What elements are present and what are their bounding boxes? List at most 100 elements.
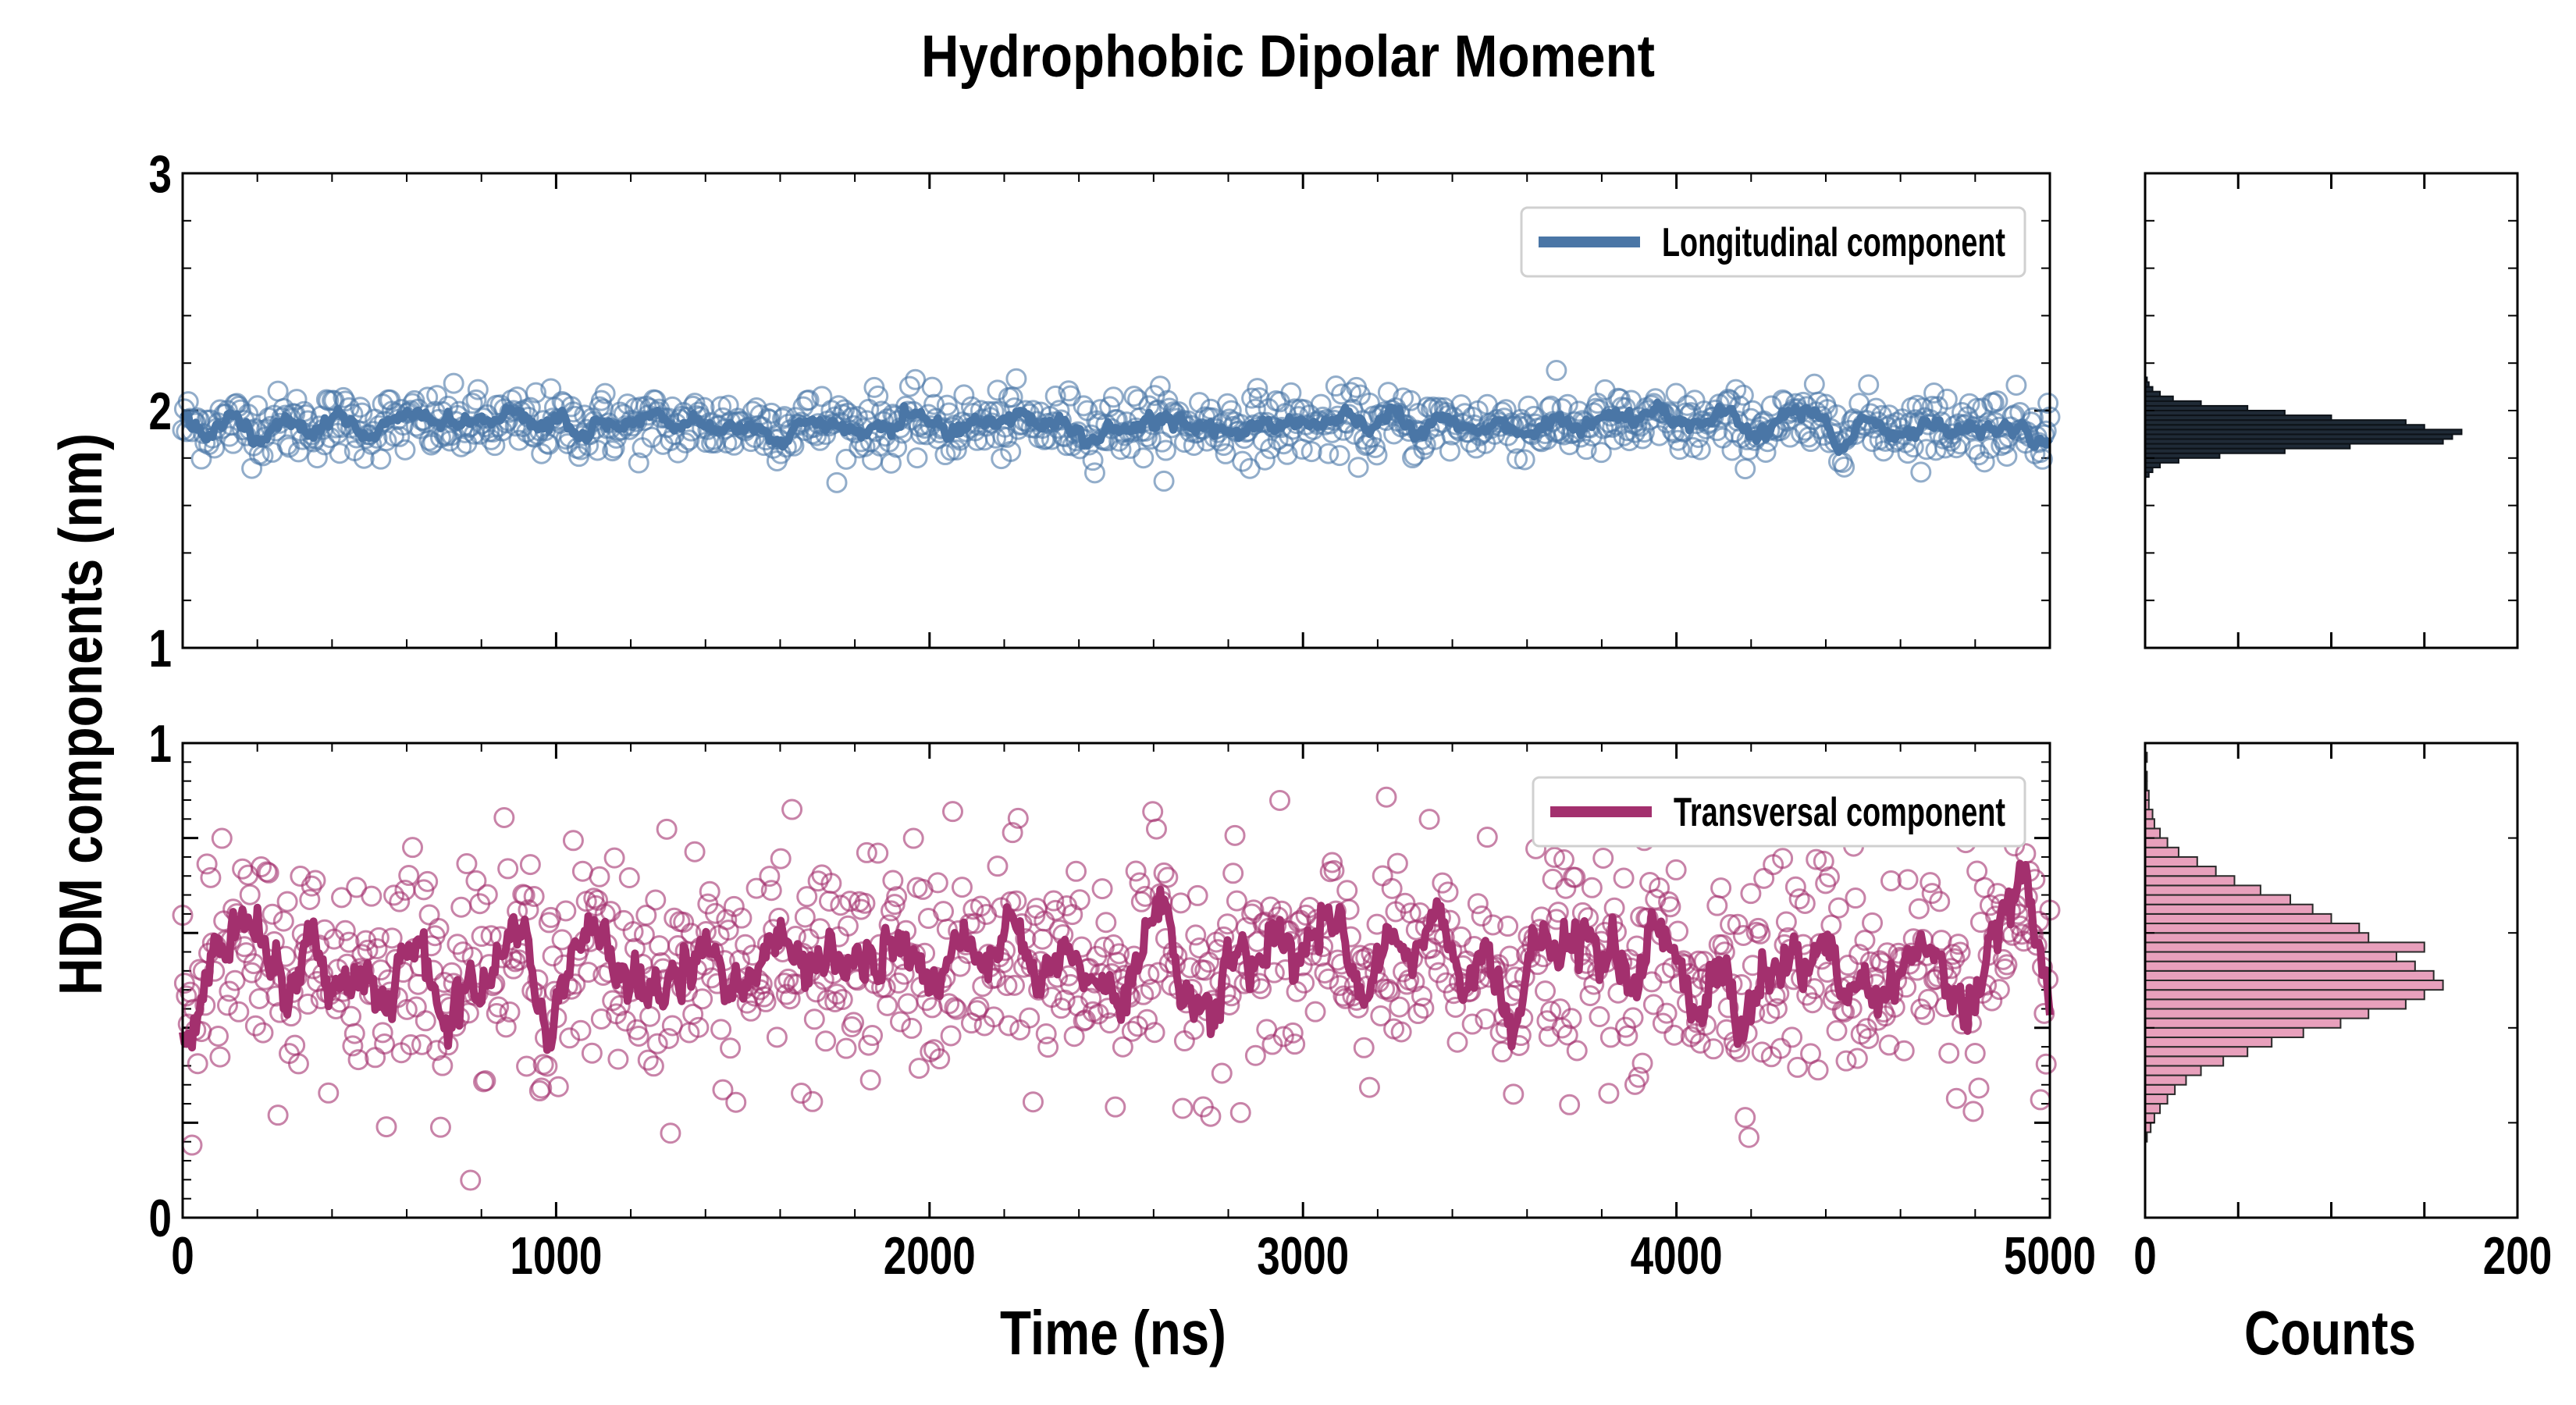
data-point (796, 886, 818, 908)
data-point (1996, 445, 2018, 467)
data-point (1992, 948, 2014, 970)
data-point (794, 906, 816, 928)
data-point (207, 1025, 229, 1047)
data-point (1760, 395, 1782, 417)
data-point (299, 888, 321, 910)
data-point (1652, 1012, 1674, 1034)
data-point (1772, 848, 1794, 870)
histogram-bar (2144, 1083, 2176, 1095)
data-point (1022, 1091, 1044, 1113)
data-point (366, 938, 388, 960)
data-point (1226, 890, 1247, 912)
data-point (818, 890, 840, 912)
data-point (1418, 809, 1440, 831)
data-point (1862, 912, 1884, 934)
data-point (1826, 1019, 1848, 1041)
data-point (902, 827, 924, 849)
data-point (1987, 390, 2008, 412)
histogram-bar (2144, 1017, 2342, 1029)
data-point (1910, 461, 1932, 483)
data-point (1564, 866, 1586, 888)
data-point (272, 910, 294, 932)
data-point (1044, 385, 1066, 407)
data-point (1211, 1062, 1233, 1084)
data-point (1411, 985, 1432, 1007)
data-point (1173, 1030, 1195, 1052)
data-point (594, 382, 616, 404)
data-point (934, 444, 956, 466)
data-point (1568, 400, 1590, 422)
data-point (1083, 462, 1105, 484)
data-point (664, 907, 685, 929)
data-point (1035, 1023, 1057, 1044)
data-point (834, 399, 856, 421)
data-point (441, 962, 463, 984)
data-point (258, 862, 279, 884)
histogram-bar (2144, 980, 2444, 991)
data-point (658, 1027, 680, 1049)
data-point (944, 997, 966, 1019)
data-point (1121, 1020, 1143, 1042)
legend-box (1532, 776, 2026, 848)
data-point (516, 1055, 538, 1077)
data-point (1667, 920, 1689, 942)
histogram-frame (2144, 172, 2519, 649)
data-point (276, 434, 298, 456)
data-point (1962, 1101, 1984, 1122)
data-point (1788, 888, 1810, 910)
data-point (1770, 1037, 1791, 1059)
data-point (1598, 1083, 1620, 1104)
data-point (945, 439, 967, 461)
data-point (862, 1025, 884, 1047)
transversal-histogram-panel: 0 200 (2133, 742, 2552, 1286)
data-point (897, 993, 919, 1015)
data-point (318, 1082, 340, 1104)
data-point (351, 402, 373, 424)
data-point (1439, 440, 1461, 462)
legend-box (1520, 206, 2026, 278)
data-point (770, 848, 792, 870)
data-point (1222, 863, 1244, 884)
data-point (465, 870, 487, 891)
data-point (1557, 1024, 1578, 1046)
data-point (1310, 393, 1332, 415)
data-point (1043, 890, 1065, 912)
data-point (2005, 374, 2027, 396)
histogram-bar (2144, 998, 2407, 1010)
data-point (882, 870, 904, 891)
data-point (1988, 979, 2010, 1001)
data-point (389, 891, 411, 912)
legend: Longitudinal component (1520, 206, 2026, 278)
data-point (1575, 439, 1597, 461)
x-tick-label: 0 (171, 1226, 194, 1286)
data-point (628, 452, 649, 474)
x-tick-label: 0 (2133, 1226, 2157, 1286)
data-point (674, 432, 696, 454)
y-axis-label: HDM components (nm) (46, 433, 115, 995)
data-point (645, 889, 667, 911)
data-point (581, 1042, 603, 1064)
data-point (945, 998, 967, 1020)
data-point (1200, 1105, 1222, 1127)
histogram-bar (2144, 1046, 2249, 1058)
data-point (1845, 887, 1866, 909)
histogram-bar (2144, 875, 2236, 887)
data-point (1592, 847, 1614, 869)
data-point (1732, 384, 1754, 406)
data-point (1007, 807, 1029, 829)
data-point (859, 1069, 881, 1091)
x-tick-label: 5000 (2004, 1226, 2096, 1286)
data-point (1749, 923, 1771, 944)
histogram-bar (2144, 923, 2361, 934)
data-point (196, 853, 218, 875)
data-point (1216, 913, 1238, 935)
data-point (181, 1134, 203, 1156)
x-tick-label: 1000 (510, 1226, 602, 1286)
data-point (187, 1053, 208, 1075)
data-point (216, 994, 238, 1016)
data-point (1858, 1027, 1880, 1049)
data-point (735, 934, 756, 955)
data-point (1973, 451, 1995, 473)
data-point (1112, 1036, 1133, 1058)
data-point (267, 1104, 289, 1126)
